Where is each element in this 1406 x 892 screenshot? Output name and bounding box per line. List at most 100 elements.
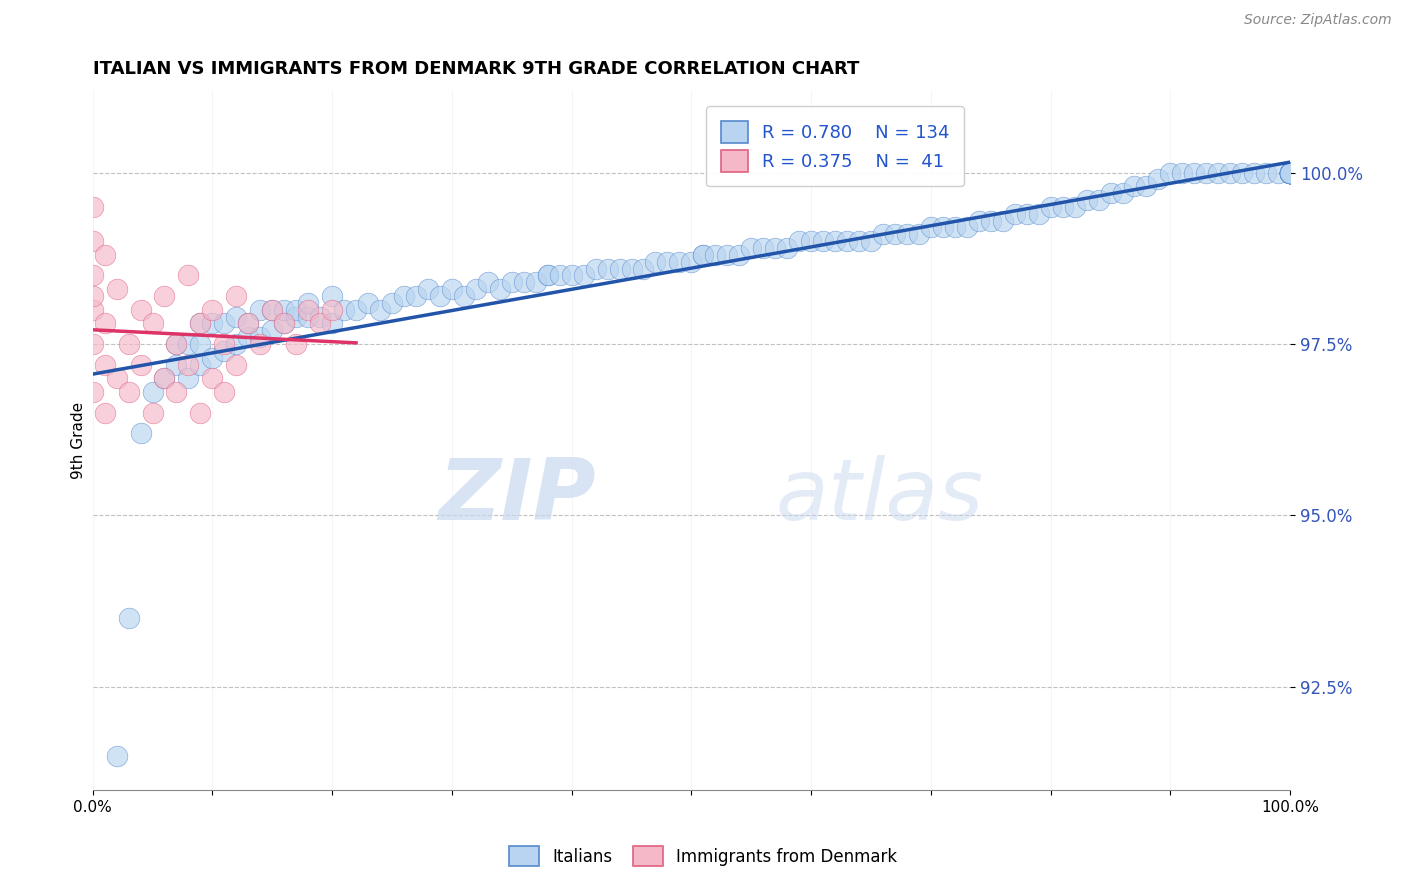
Point [1182,165,1205,179]
Point [668,254,690,268]
Y-axis label: 9th Grade: 9th Grade [72,401,86,479]
Point [513,275,536,289]
Point [249,302,271,317]
Point [225,337,247,351]
Point [1279,165,1302,179]
Point [728,248,751,262]
Point [297,302,319,317]
Point [309,317,332,331]
Point [740,241,762,255]
Point [644,254,666,268]
Point [1243,165,1265,179]
Point [201,371,224,385]
Point [1279,165,1302,179]
Point [201,302,224,317]
Point [752,241,775,255]
Point [932,220,955,235]
Point [285,310,308,324]
Point [117,337,139,351]
Point [405,289,427,303]
Point [129,358,152,372]
Legend: R = 0.780    N = 134, R = 0.375    N =  41: R = 0.780 N = 134, R = 0.375 N = 41 [706,106,965,186]
Point [214,385,236,400]
Point [860,234,883,248]
Point [201,351,224,365]
Point [273,317,295,331]
Point [1279,165,1302,179]
Point [440,282,463,296]
Point [1279,165,1302,179]
Point [105,371,128,385]
Point [214,337,236,351]
Point [776,241,799,255]
Point [177,358,200,372]
Point [249,337,271,351]
Point [190,406,212,420]
Point [1147,172,1170,186]
Point [153,371,176,385]
Point [429,289,451,303]
Point [681,254,703,268]
Point [835,234,858,248]
Point [848,234,870,248]
Point [1004,207,1026,221]
Point [896,227,918,242]
Point [1111,186,1133,201]
Point [93,248,115,262]
Point [177,268,200,283]
Point [967,213,990,227]
Point [381,296,404,310]
Point [166,358,188,372]
Point [1135,179,1157,194]
Point [1279,165,1302,179]
Point [105,282,128,296]
Point [82,302,104,317]
Point [956,220,979,235]
Text: ZIP: ZIP [437,455,596,538]
Point [943,220,966,235]
Point [1195,165,1218,179]
Point [1087,193,1109,207]
Point [596,261,619,276]
Point [811,234,834,248]
Point [453,289,475,303]
Point [1028,207,1050,221]
Point [153,289,176,303]
Point [1123,179,1146,194]
Point [1279,165,1302,179]
Point [537,268,560,283]
Point [249,330,271,344]
Point [1279,165,1302,179]
Point [238,330,260,344]
Point [153,371,176,385]
Point [477,275,499,289]
Point [262,323,284,337]
Point [141,317,163,331]
Point [82,268,104,283]
Point [225,289,247,303]
Point [1099,186,1122,201]
Point [321,302,343,317]
Text: atlas: atlas [775,455,983,538]
Point [633,261,655,276]
Point [692,248,714,262]
Point [190,337,212,351]
Point [273,302,295,317]
Point [344,302,367,317]
Point [548,268,571,283]
Point [1279,165,1302,179]
Point [333,302,356,317]
Point [692,248,714,262]
Point [1279,165,1302,179]
Point [238,317,260,331]
Point [501,275,523,289]
Point [1279,165,1302,179]
Point [763,241,786,255]
Point [321,317,343,331]
Point [105,748,128,763]
Point [190,317,212,331]
Point [166,385,188,400]
Point [82,200,104,214]
Point [129,302,152,317]
Point [262,302,284,317]
